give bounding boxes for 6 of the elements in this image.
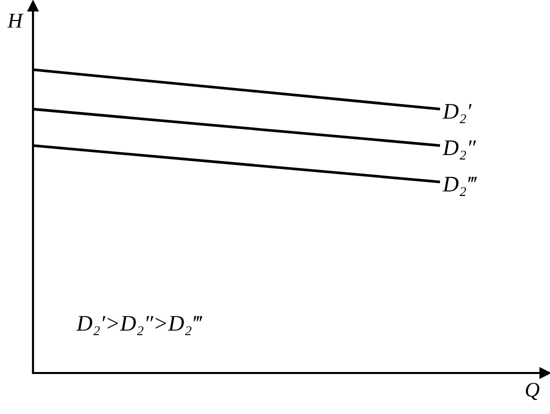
series-label: D₂‴: [442, 176, 477, 196]
series-label: D₂″: [442, 140, 476, 160]
x-axis-title: Q: [526, 382, 540, 400]
series-label: D₂′: [442, 104, 472, 124]
annotation: D₂′>D₂″>D₂‴: [76, 316, 202, 336]
y-axis-title: H: [7, 14, 24, 28]
